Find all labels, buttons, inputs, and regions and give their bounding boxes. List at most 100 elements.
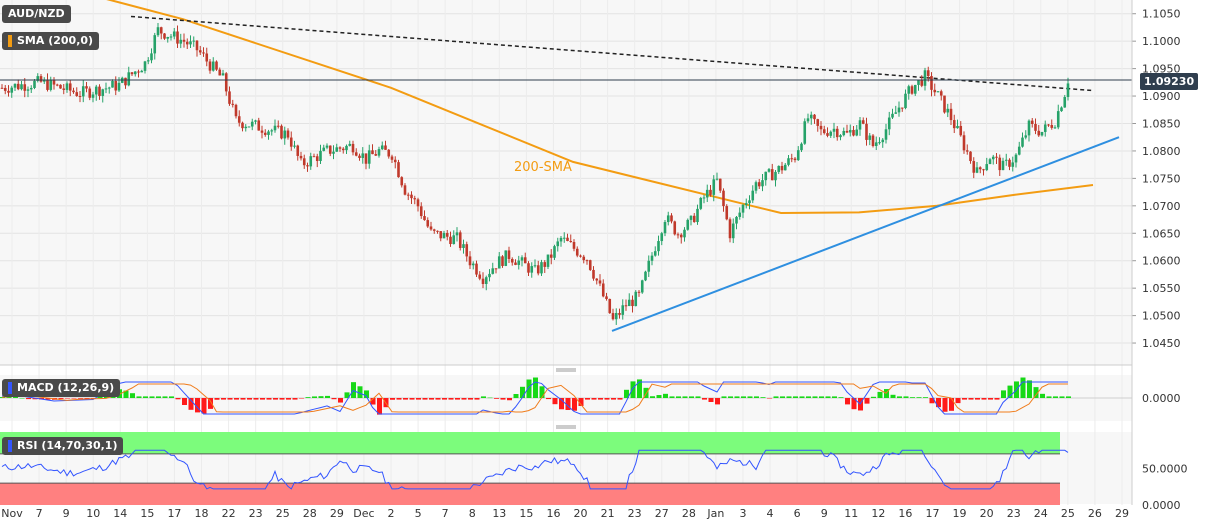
candle-up bbox=[705, 189, 709, 198]
y-axis: 1.1050 1.1000 1.0950 1.0900 1.0850 1.0800 1.07… bbox=[1132, 8, 1181, 350]
macd-histogram-bar bbox=[669, 396, 675, 398]
candle-up bbox=[1060, 107, 1063, 112]
macd-histogram-bar bbox=[702, 398, 707, 400]
candle-down bbox=[676, 234, 680, 236]
macd-histogram-bar bbox=[643, 387, 649, 398]
candle-up bbox=[767, 169, 771, 172]
candle-up bbox=[211, 61, 215, 71]
candle-down bbox=[969, 151, 972, 162]
candle-up bbox=[127, 72, 131, 86]
candle-down bbox=[426, 220, 430, 227]
candle-up bbox=[891, 113, 894, 118]
y-tick-label: 1.0800 bbox=[1142, 145, 1181, 158]
macd-histogram-bar bbox=[981, 398, 987, 400]
candle-up bbox=[107, 87, 111, 89]
candle-up bbox=[442, 232, 446, 239]
candle-down bbox=[59, 84, 62, 89]
x-tick-label: 20 bbox=[980, 507, 994, 520]
x-tick-label: 16 bbox=[898, 507, 912, 520]
candle-up bbox=[462, 244, 465, 248]
macd-histogram-bar bbox=[208, 398, 213, 409]
candle-up bbox=[104, 88, 108, 90]
candle-up bbox=[634, 291, 638, 307]
candle-down bbox=[228, 91, 231, 104]
macd-histogram-bar bbox=[416, 398, 421, 400]
candle-up bbox=[874, 142, 878, 147]
candle-down bbox=[722, 190, 725, 207]
candle-up bbox=[803, 121, 807, 144]
candle-down bbox=[569, 241, 573, 243]
candle-up bbox=[744, 203, 748, 205]
candle-down bbox=[1050, 125, 1054, 128]
x-tick-label: 23 bbox=[249, 507, 263, 520]
macd-histogram-bar bbox=[195, 398, 200, 413]
candle-down bbox=[826, 133, 829, 136]
candle-down bbox=[978, 167, 982, 170]
macd-histogram-bar bbox=[1001, 390, 1006, 398]
candle-up bbox=[520, 257, 524, 261]
macd-histogram-bar bbox=[1040, 393, 1045, 398]
macd-histogram-bar bbox=[916, 397, 922, 398]
candle-down bbox=[55, 84, 59, 86]
candle-down bbox=[605, 296, 608, 299]
candle-down bbox=[549, 254, 553, 258]
macd-histogram-bar bbox=[169, 396, 174, 398]
sma-label-text: SMA (200,0) bbox=[17, 34, 94, 47]
candle-up bbox=[172, 31, 176, 37]
candle-up bbox=[94, 86, 98, 95]
candle-down bbox=[202, 52, 205, 54]
macd-histogram-bar bbox=[292, 398, 298, 400]
candle-up bbox=[335, 147, 339, 152]
candle-up bbox=[754, 182, 758, 191]
candle-down bbox=[195, 40, 199, 51]
candle-up bbox=[267, 131, 270, 135]
candle-up bbox=[653, 251, 657, 256]
candle-up bbox=[117, 82, 121, 91]
macd-histogram-bar bbox=[240, 398, 246, 400]
candle-down bbox=[478, 274, 482, 279]
x-tick-label: 29 bbox=[1115, 507, 1129, 520]
macd-histogram-bar bbox=[357, 386, 363, 398]
macd-histogram-bar bbox=[955, 398, 961, 404]
candle-down bbox=[436, 230, 439, 232]
candle-down bbox=[575, 248, 579, 256]
candle-up bbox=[247, 126, 251, 128]
candle-down bbox=[481, 278, 485, 284]
macd-histogram-bar bbox=[903, 396, 909, 398]
candle-up bbox=[140, 70, 144, 73]
candle-down bbox=[257, 120, 261, 131]
candle-down bbox=[185, 41, 189, 45]
candle-up bbox=[559, 237, 563, 242]
candle-down bbox=[601, 283, 605, 297]
macd-histogram-bar bbox=[331, 398, 337, 400]
candle-up bbox=[666, 215, 670, 223]
candle-down bbox=[930, 76, 933, 90]
y-tick-label: 1.0850 bbox=[1142, 117, 1181, 130]
candle-down bbox=[670, 215, 673, 222]
x-tick-label: 9 bbox=[63, 507, 70, 520]
candle-down bbox=[679, 234, 683, 238]
candle-up bbox=[712, 179, 716, 195]
candle-down bbox=[371, 150, 374, 155]
macd-histogram-bar bbox=[481, 396, 486, 398]
candle-up bbox=[283, 130, 287, 139]
candle-up bbox=[627, 299, 631, 307]
macd-histogram-bar bbox=[546, 398, 551, 400]
candle-up bbox=[735, 216, 738, 224]
candle-up bbox=[101, 89, 105, 96]
y-tick-label: 1.0700 bbox=[1142, 200, 1181, 213]
candle-down bbox=[852, 129, 855, 136]
macd-histogram-bar bbox=[201, 398, 207, 414]
candle-down bbox=[585, 260, 589, 262]
candle-up bbox=[848, 129, 852, 133]
candle-down bbox=[23, 84, 27, 91]
candle-up bbox=[497, 256, 501, 269]
candle-down bbox=[998, 157, 1002, 171]
candle-down bbox=[949, 108, 953, 121]
candle-down bbox=[790, 158, 794, 160]
candle-up bbox=[345, 145, 348, 151]
y-tick-label: 1.1050 bbox=[1142, 8, 1181, 21]
candle-down bbox=[822, 129, 826, 134]
macd-histogram-bar bbox=[513, 394, 519, 398]
x-tick-label: 2 bbox=[388, 507, 395, 520]
